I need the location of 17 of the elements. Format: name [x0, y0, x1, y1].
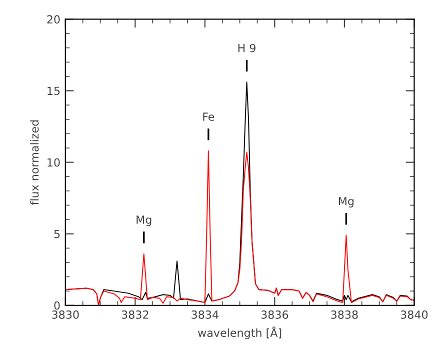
annotation: Mg	[136, 216, 152, 226]
x-tick-label: 3838	[331, 310, 358, 319]
x-tick-label: 3830	[52, 310, 79, 319]
y-tick-label: 20	[47, 15, 60, 24]
y-tick-label: 0	[54, 301, 60, 310]
y-tick-label: 5	[54, 230, 60, 238]
annotation: H 9	[238, 44, 256, 52]
y-axis-title: flux normalized	[30, 120, 39, 205]
y-tick-label: 10	[48, 158, 60, 167]
x-tick-label: 3840	[400, 310, 428, 319]
annotation: Fe	[203, 112, 214, 121]
annotation: Mg	[338, 197, 354, 208]
x-axis-title: wavelength [Å]	[198, 326, 282, 340]
y-tick-label: 15	[48, 86, 60, 96]
x-tick-label: 3836	[261, 310, 288, 319]
x-tick-label: 3834	[192, 310, 218, 319]
x-tick-label: 3832	[122, 310, 148, 319]
